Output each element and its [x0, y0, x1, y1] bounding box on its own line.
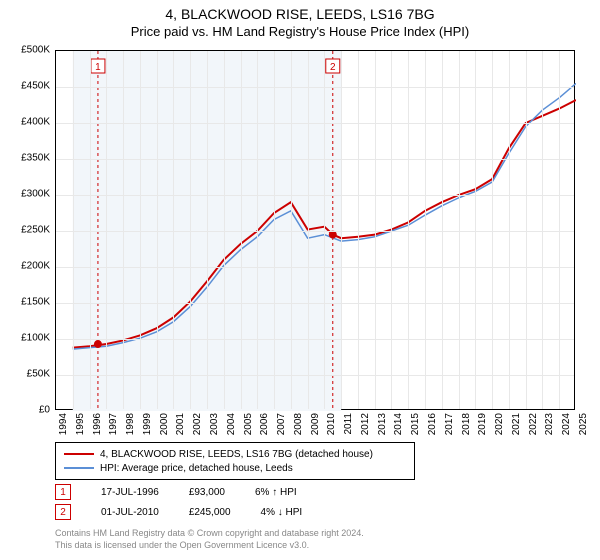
x-tick-label: 2020: [494, 413, 505, 435]
x-tick-label: 2005: [243, 413, 254, 435]
x-tick-label: 1995: [75, 413, 86, 435]
marker-badge: 2: [55, 504, 71, 520]
x-tick-label: 2013: [377, 413, 388, 435]
x-tick-label: 1999: [142, 413, 153, 435]
marker-delta: 4% ↓ HPI: [261, 507, 303, 518]
x-tick-label: 2017: [444, 413, 455, 435]
marker-price: £93,000: [189, 487, 225, 498]
chart-container: 4, BLACKWOOD RISE, LEEDS, LS16 7BG Price…: [0, 0, 600, 560]
footer-line: This data is licensed under the Open Gov…: [55, 540, 364, 552]
marker-row: 2 01-JUL-2010 £245,000 4% ↓ HPI: [55, 504, 302, 520]
y-tick-label: £150K: [21, 297, 50, 308]
marker-row: 1 17-JUL-1996 £93,000 6% ↑ HPI: [55, 484, 297, 500]
legend-swatch: [64, 453, 94, 455]
marker-price: £245,000: [189, 507, 231, 518]
svg-text:1: 1: [95, 62, 101, 73]
legend-label: HPI: Average price, detached house, Leed…: [100, 463, 293, 474]
legend-label: 4, BLACKWOOD RISE, LEEDS, LS16 7BG (deta…: [100, 449, 373, 460]
y-tick-label: £300K: [21, 189, 50, 200]
legend: 4, BLACKWOOD RISE, LEEDS, LS16 7BG (deta…: [55, 442, 415, 480]
x-tick-label: 2000: [159, 413, 170, 435]
x-tick-label: 2009: [310, 413, 321, 435]
legend-item: 4, BLACKWOOD RISE, LEEDS, LS16 7BG (deta…: [64, 447, 406, 461]
chart-title: 4, BLACKWOOD RISE, LEEDS, LS16 7BG: [0, 6, 600, 22]
x-tick-label: 1996: [92, 413, 103, 435]
chart-subtitle: Price paid vs. HM Land Registry's House …: [0, 24, 600, 39]
x-tick-label: 2021: [511, 413, 522, 435]
x-tick-label: 2023: [544, 413, 555, 435]
x-tick-label: 2022: [528, 413, 539, 435]
marker-date: 17-JUL-1996: [101, 487, 159, 498]
x-tick-label: 2010: [326, 413, 337, 435]
x-tick-label: 2018: [461, 413, 472, 435]
x-tick-label: 1997: [108, 413, 119, 435]
x-tick-label: 2008: [293, 413, 304, 435]
x-tick-label: 2011: [343, 413, 354, 435]
x-tick-label: 2016: [427, 413, 438, 435]
y-tick-label: £450K: [21, 81, 50, 92]
legend-item: HPI: Average price, detached house, Leed…: [64, 461, 406, 475]
footer-line: Contains HM Land Registry data © Crown c…: [55, 528, 364, 540]
x-tick-label: 2019: [477, 413, 488, 435]
marker-delta: 6% ↑ HPI: [255, 487, 297, 498]
x-tick-label: 2006: [259, 413, 270, 435]
x-tick-label: 2025: [578, 413, 589, 435]
svg-text:2: 2: [330, 62, 336, 73]
x-tick-label: 2024: [561, 413, 572, 435]
marker-date: 01-JUL-2010: [101, 507, 159, 518]
x-tick-label: 2001: [175, 413, 186, 435]
x-tick-label: 1998: [125, 413, 136, 435]
x-tick-label: 2003: [209, 413, 220, 435]
x-tick-label: 1994: [58, 413, 69, 435]
x-tick-label: 2002: [192, 413, 203, 435]
y-tick-label: £500K: [21, 45, 50, 56]
y-tick-label: £400K: [21, 117, 50, 128]
x-tick-label: 2015: [410, 413, 421, 435]
y-tick-label: £50K: [27, 369, 50, 380]
y-tick-label: £350K: [21, 153, 50, 164]
y-tick-label: £0: [39, 405, 50, 416]
legend-swatch: [64, 467, 94, 469]
y-tick-label: £250K: [21, 225, 50, 236]
x-tick-label: 2012: [360, 413, 371, 435]
x-tick-label: 2007: [276, 413, 287, 435]
plot-area: 12: [55, 50, 575, 410]
x-tick-label: 2004: [226, 413, 237, 435]
y-tick-label: £200K: [21, 261, 50, 272]
footer: Contains HM Land Registry data © Crown c…: [55, 528, 364, 551]
marker-badge: 1: [55, 484, 71, 500]
chart-area: 12 £0£50K£100K£150K£200K£250K£300K£350K£…: [55, 50, 575, 410]
y-tick-label: £100K: [21, 333, 50, 344]
x-tick-label: 2014: [393, 413, 404, 435]
title-block: 4, BLACKWOOD RISE, LEEDS, LS16 7BG Price…: [0, 0, 600, 39]
